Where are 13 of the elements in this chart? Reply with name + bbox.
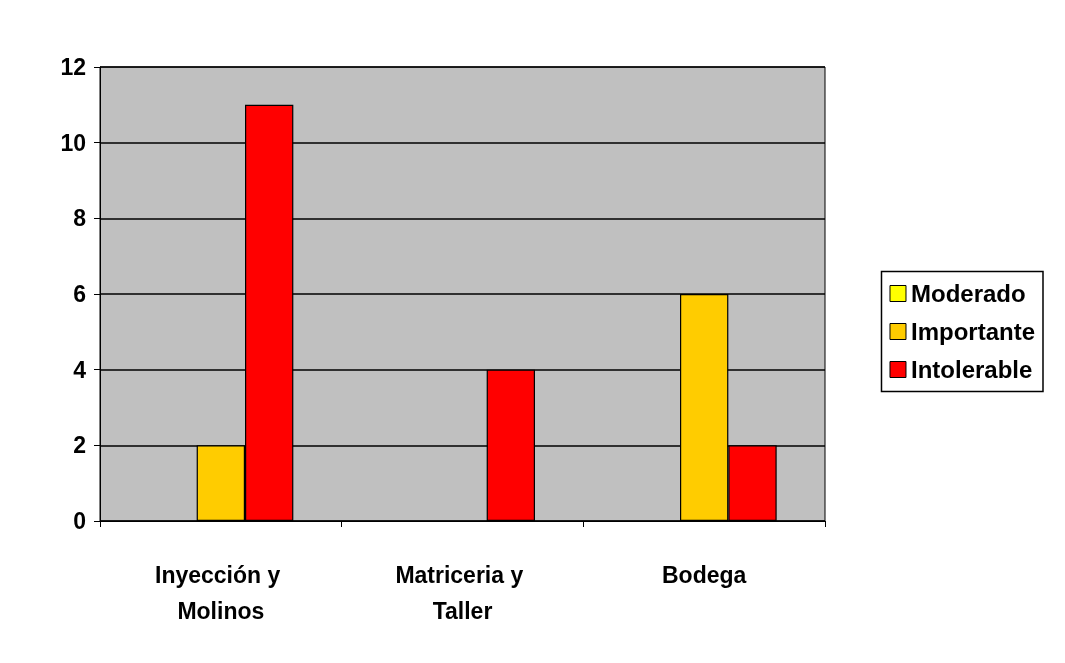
y-tick-label: 12	[60, 54, 86, 80]
y-tick-label: 6	[73, 281, 86, 307]
legend-label: Intolerable	[910, 356, 1033, 383]
y-tick-label: 0	[73, 508, 86, 534]
x-tick-label: Bodega	[661, 562, 747, 588]
x-tick-label: Matriceria y Taller	[395, 562, 530, 624]
y-tick-label: 2	[73, 432, 86, 459]
legend-label: Moderado	[910, 280, 1026, 307]
y-tick-label: 4	[73, 356, 87, 383]
y-tick-label: 8	[73, 205, 87, 232]
y-tick-label: 10	[60, 129, 86, 156]
x-tick-label: Inyección y Molinos	[155, 562, 287, 624]
legend-label: Importante	[910, 318, 1036, 345]
